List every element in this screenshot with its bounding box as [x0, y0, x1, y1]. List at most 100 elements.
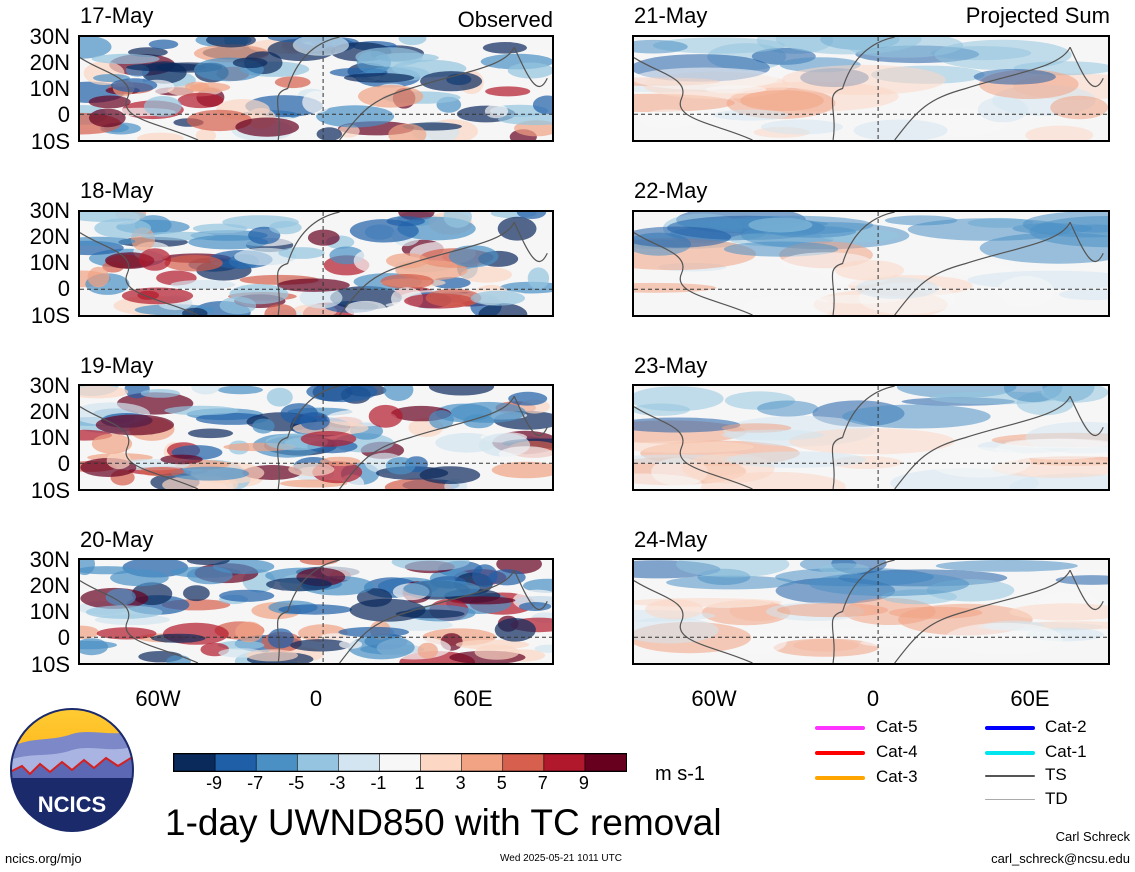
- lat-label: 10S: [30, 478, 70, 503]
- anomaly-blob: [87, 266, 110, 288]
- anomaly-blob: [182, 307, 208, 315]
- anomaly-blob: [743, 295, 834, 315]
- anomaly-blob: [634, 67, 778, 90]
- anomaly-blob: [192, 223, 248, 234]
- legend-label-td: TD: [1045, 789, 1068, 808]
- anomaly-field: [634, 560, 1108, 663]
- anomaly-blob: [137, 132, 184, 140]
- anomaly-field: [80, 560, 552, 663]
- anomaly-blob: [443, 212, 472, 228]
- panel-label: Observed: [457, 7, 553, 32]
- anomaly-blob: [138, 467, 185, 477]
- anomaly-blob: [776, 603, 889, 618]
- anomaly-blob: [521, 242, 552, 251]
- anomaly-blob: [186, 109, 252, 132]
- anomaly-field: [80, 37, 552, 140]
- coastline: [634, 212, 1104, 315]
- colorbar-tick-label: -5: [288, 773, 305, 793]
- panel-date: 18-May: [80, 178, 154, 203]
- lat-label: 10S: [30, 652, 70, 677]
- anomaly-blob: [299, 287, 343, 309]
- anomaly-blob: [316, 127, 342, 140]
- colorbar-swatch: [296, 753, 340, 772]
- coastline: [80, 560, 548, 663]
- anomaly-blob: [269, 221, 302, 235]
- anomaly-blob: [1050, 95, 1108, 120]
- colorbar-tick-label: 9: [578, 773, 589, 793]
- anomaly-blob: [183, 585, 210, 602]
- anomaly-blob: [105, 588, 136, 606]
- anomaly-blob: [386, 216, 426, 227]
- anomaly-blob: [517, 295, 552, 308]
- anomaly-blob: [634, 386, 724, 412]
- anomaly-blob: [523, 578, 552, 593]
- colorbar-swatch: [255, 753, 299, 772]
- colorbar-swatch: [379, 753, 422, 772]
- anomaly-blob: [386, 253, 429, 269]
- lat-label: 10N: [29, 250, 70, 275]
- anomaly-blob: [188, 235, 268, 250]
- anomaly-blob: [634, 417, 741, 433]
- anomaly-blob: [1040, 386, 1108, 403]
- map-area: [632, 558, 1110, 665]
- anomaly-blob: [388, 123, 427, 140]
- lat-label: 10N: [29, 599, 70, 624]
- colorbar-tick-label: 7: [537, 773, 548, 793]
- anomaly-blob: [428, 386, 495, 396]
- anomaly-blob: [353, 249, 385, 272]
- anomaly-blob: [819, 563, 870, 575]
- colorbar-swatch: [502, 753, 545, 772]
- panel-date: 17-May: [80, 3, 154, 28]
- panel-date: 20-May: [80, 527, 154, 552]
- anomaly-blob: [760, 119, 843, 135]
- anomaly-blob: [645, 599, 704, 620]
- legend-line-cat5: [815, 726, 865, 730]
- anomaly-blob: [1025, 125, 1094, 140]
- anomaly-blob: [527, 267, 550, 290]
- anomaly-blob: [266, 387, 293, 407]
- anomaly-blob: [355, 47, 423, 67]
- anomaly-blob: [80, 566, 136, 575]
- anomaly-blob: [88, 95, 131, 109]
- colorbar-swatch: [338, 753, 381, 772]
- anomaly-blob: [277, 278, 350, 292]
- colorbar-swatches: [173, 753, 627, 772]
- colorbar-tick-label: -1: [370, 773, 387, 793]
- anomaly-blob: [267, 628, 294, 649]
- anomaly-blob: [164, 405, 239, 416]
- anomaly-field: [80, 212, 552, 315]
- panel-label: Projected Sum: [965, 3, 1110, 28]
- anomaly-blob: [428, 410, 454, 430]
- legend-line-cat2: [985, 726, 1035, 730]
- anomaly-blob: [143, 96, 182, 117]
- lon-label: 0: [866, 686, 880, 711]
- anomaly-blob: [518, 602, 552, 611]
- footer-author: Carl Schreck: [1055, 829, 1130, 844]
- legend-line-ts: [985, 775, 1035, 777]
- legend-label-cat4: Cat-4: [876, 742, 918, 761]
- anomaly-blob: [186, 560, 230, 566]
- anomaly-blob: [380, 274, 434, 289]
- map-area: [78, 558, 554, 665]
- lat-label: 0: [57, 102, 70, 127]
- anomaly-blob: [491, 461, 552, 479]
- map-area: [78, 384, 554, 491]
- legend-label-cat2: Cat-2: [1045, 717, 1087, 736]
- legend-label-cat3: Cat-3: [876, 767, 918, 786]
- coastline: [80, 37, 548, 140]
- anomaly-blob: [507, 62, 552, 79]
- anomaly-blob: [391, 560, 470, 571]
- anomaly-blob: [338, 626, 410, 638]
- anomaly-blob: [448, 245, 499, 268]
- lon-label: 60W: [691, 686, 737, 711]
- legend-line-cat4: [815, 751, 865, 755]
- anomaly-blob: [1022, 212, 1108, 238]
- anomaly-blob: [449, 596, 516, 605]
- map-area: [78, 210, 554, 317]
- lat-label: 20N: [29, 399, 70, 424]
- anomaly-blob: [235, 621, 264, 643]
- anomaly-blob: [191, 386, 221, 395]
- anomaly-blob: [195, 128, 217, 140]
- anomaly-blob: [138, 248, 171, 271]
- anomaly-blob: [713, 109, 789, 121]
